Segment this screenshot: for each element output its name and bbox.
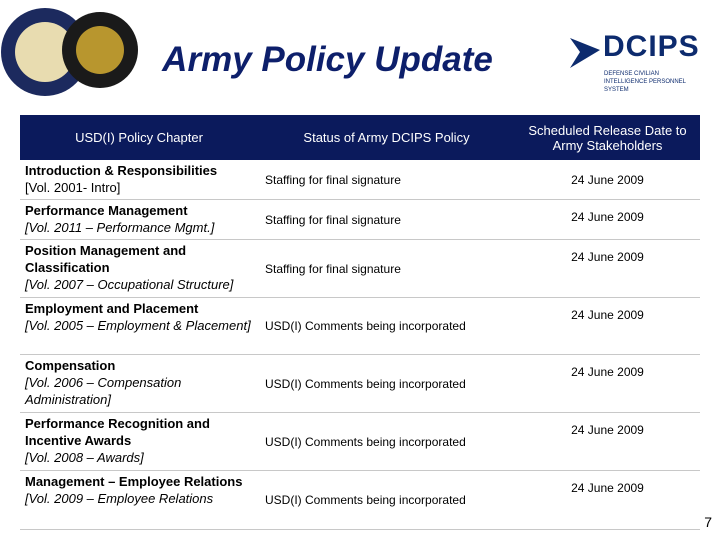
- date-cell: 24 June 2009: [515, 200, 700, 240]
- status-cell: USD(I) Comments being incorporated: [258, 471, 515, 530]
- chapter-name: Employment and Placement: [25, 301, 199, 316]
- chapter-reference: [Vol. 2011 – Performance Mgmt.]: [25, 220, 215, 235]
- date-cell: 24 June 2009: [515, 355, 700, 413]
- chapter-cell: Performance Management [Vol. 2011 – Perfo…: [20, 200, 258, 240]
- column-header: Scheduled Release Date to Army Stakehold…: [515, 115, 700, 160]
- logo-name: DCIPS: [603, 30, 700, 63]
- column-header: Status of Army DCIPS Policy: [258, 115, 515, 160]
- date-cell: 24 June 2009: [515, 298, 700, 355]
- chapter-name: Performance Recognition and Incentive Aw…: [25, 416, 210, 448]
- page-number: 7: [704, 514, 712, 530]
- status-cell: USD(I) Comments being incorporated: [258, 413, 515, 471]
- intel-seal-inner: [76, 26, 124, 74]
- chapter-reference: [Vol. 2006 – Compensation Administration…: [25, 375, 182, 407]
- chapter-name: Compensation: [25, 358, 116, 373]
- column-header: USD(I) Policy Chapter: [20, 115, 258, 160]
- logo-subtitle: DEFENSE CIVILIAN INTELLIGENCE PERSONNEL …: [604, 71, 686, 93]
- chapter-reference: [Vol. 2007 – Occupational Structure]: [25, 277, 234, 292]
- chapter-cell: Employment and Placement [Vol. 2005 – Emp…: [20, 298, 258, 355]
- status-cell: USD(I) Comments being incorporated: [258, 355, 515, 413]
- chapter-reference: [Vol. 2001- Intro]: [25, 180, 121, 195]
- army-seal-inner: [15, 22, 75, 82]
- seals: [1, 8, 138, 96]
- chapter-reference: [Vol. 2005 – Employment & Placement]: [25, 318, 251, 333]
- status-cell: Staffing for final signature: [258, 160, 515, 200]
- chapter-name: Performance Management: [25, 203, 188, 218]
- chapter-cell: Management – Employee Relations [Vol. 200…: [20, 471, 258, 530]
- date-cell: 24 June 2009: [515, 160, 700, 200]
- chapter-cell: Introduction & Responsibilities [Vol. 200…: [20, 160, 258, 200]
- chapter-cell: Performance Recognition and Incentive Aw…: [20, 413, 258, 471]
- chapter-name: Position Management and Classification: [25, 243, 187, 275]
- dcips-emblem: [570, 38, 600, 68]
- chapter-reference: [Vol. 2008 – Awards]: [25, 450, 144, 465]
- chapter-cell: Position Management and Classification [V…: [20, 240, 258, 298]
- emblem-shape: [570, 38, 600, 68]
- status-cell: USD(I) Comments being incorporated: [258, 298, 515, 355]
- status-cell: Staffing for final signature: [258, 200, 515, 240]
- date-cell: 24 June 2009: [515, 240, 700, 298]
- chapter-name: Management – Employee Relations: [25, 474, 243, 489]
- title: Army Policy Update: [162, 40, 493, 79]
- date-cell: 24 June 2009: [515, 471, 700, 530]
- date-cell: 24 June 2009: [515, 413, 700, 471]
- chapter-reference: [Vol. 2009 – Employee Relations: [25, 491, 214, 506]
- chapter-name: Introduction & Responsibilities: [25, 163, 218, 178]
- status-cell: Staffing for final signature: [258, 240, 515, 298]
- chapter-cell: Compensation [Vol. 2006 – Compensation Ad…: [20, 355, 258, 413]
